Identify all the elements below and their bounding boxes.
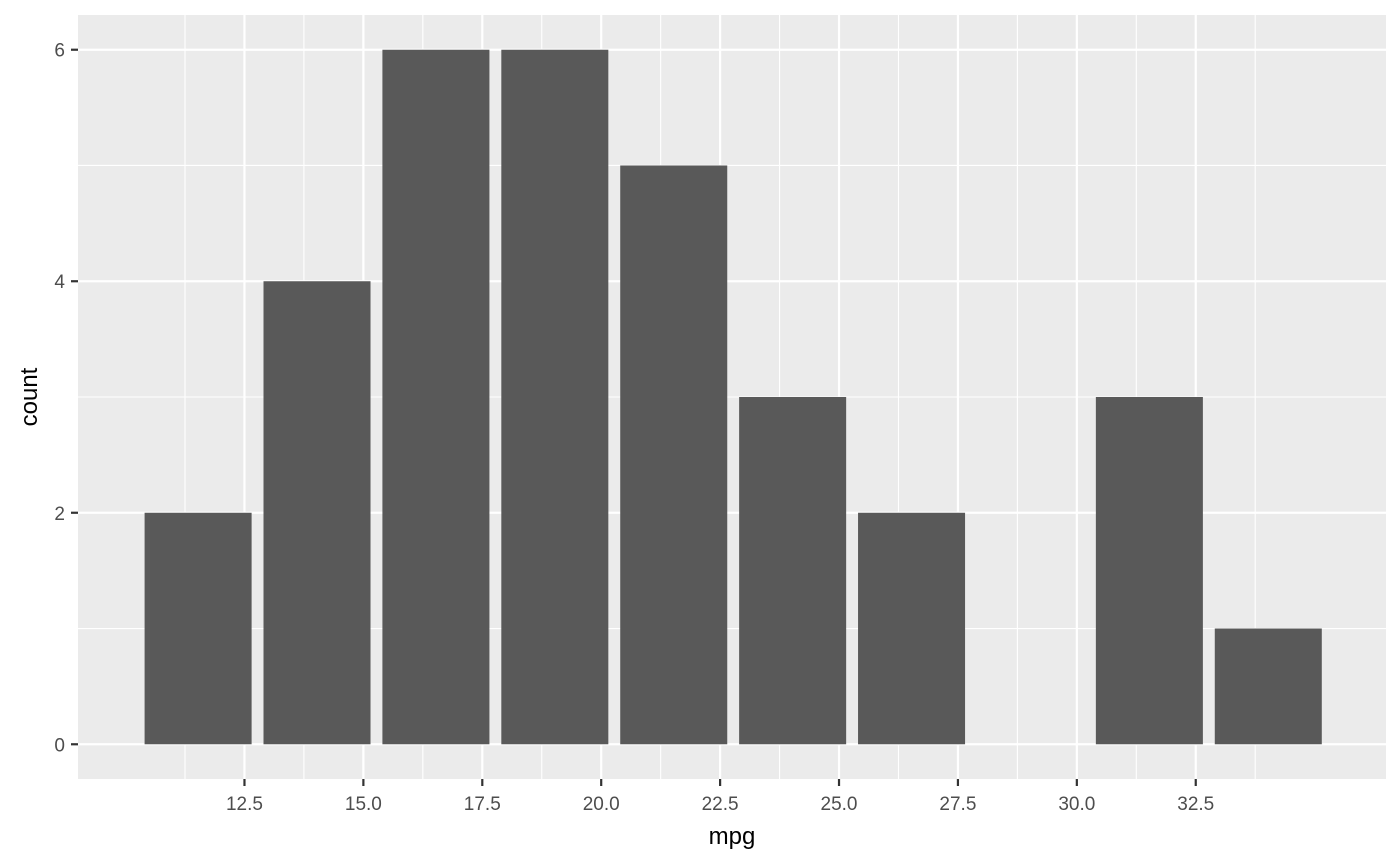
- x-tick-label: 27.5: [939, 794, 976, 815]
- histogram-bar: [263, 281, 371, 745]
- histogram-bar: [1214, 628, 1322, 745]
- histogram-bar: [858, 512, 966, 745]
- x-tick-label: 20.0: [583, 794, 620, 815]
- bars: [144, 49, 1322, 745]
- histogram-bar: [501, 49, 609, 745]
- x-tick-label: 15.0: [345, 794, 382, 815]
- y-tick-label: 6: [54, 41, 65, 62]
- histogram-bar: [620, 165, 728, 745]
- x-tick-label: 32.5: [1177, 794, 1214, 815]
- x-axis-ticks: 12.5 15.0 17.5 20.0 22.5 25.0 27.5 30.0 32.5: [226, 779, 1214, 815]
- histogram-bar: [382, 49, 490, 745]
- x-tick-label: 17.5: [464, 794, 501, 815]
- x-tick-label: 22.5: [702, 794, 739, 815]
- y-tick-label: 2: [54, 504, 65, 525]
- histogram-bar: [144, 512, 252, 745]
- histogram-bar: [739, 397, 847, 745]
- x-tick-label: 25.0: [821, 794, 858, 815]
- x-tick-label: 30.0: [1058, 794, 1095, 815]
- y-tick-label: 0: [54, 735, 65, 756]
- x-axis-title: mpg: [709, 823, 756, 850]
- x-tick-label: 12.5: [226, 794, 263, 815]
- y-tick-label: 4: [54, 272, 65, 293]
- histogram-bar: [1095, 397, 1203, 745]
- y-axis-title: count: [16, 367, 43, 426]
- y-axis-ticks: 0 2 4 6: [54, 41, 78, 756]
